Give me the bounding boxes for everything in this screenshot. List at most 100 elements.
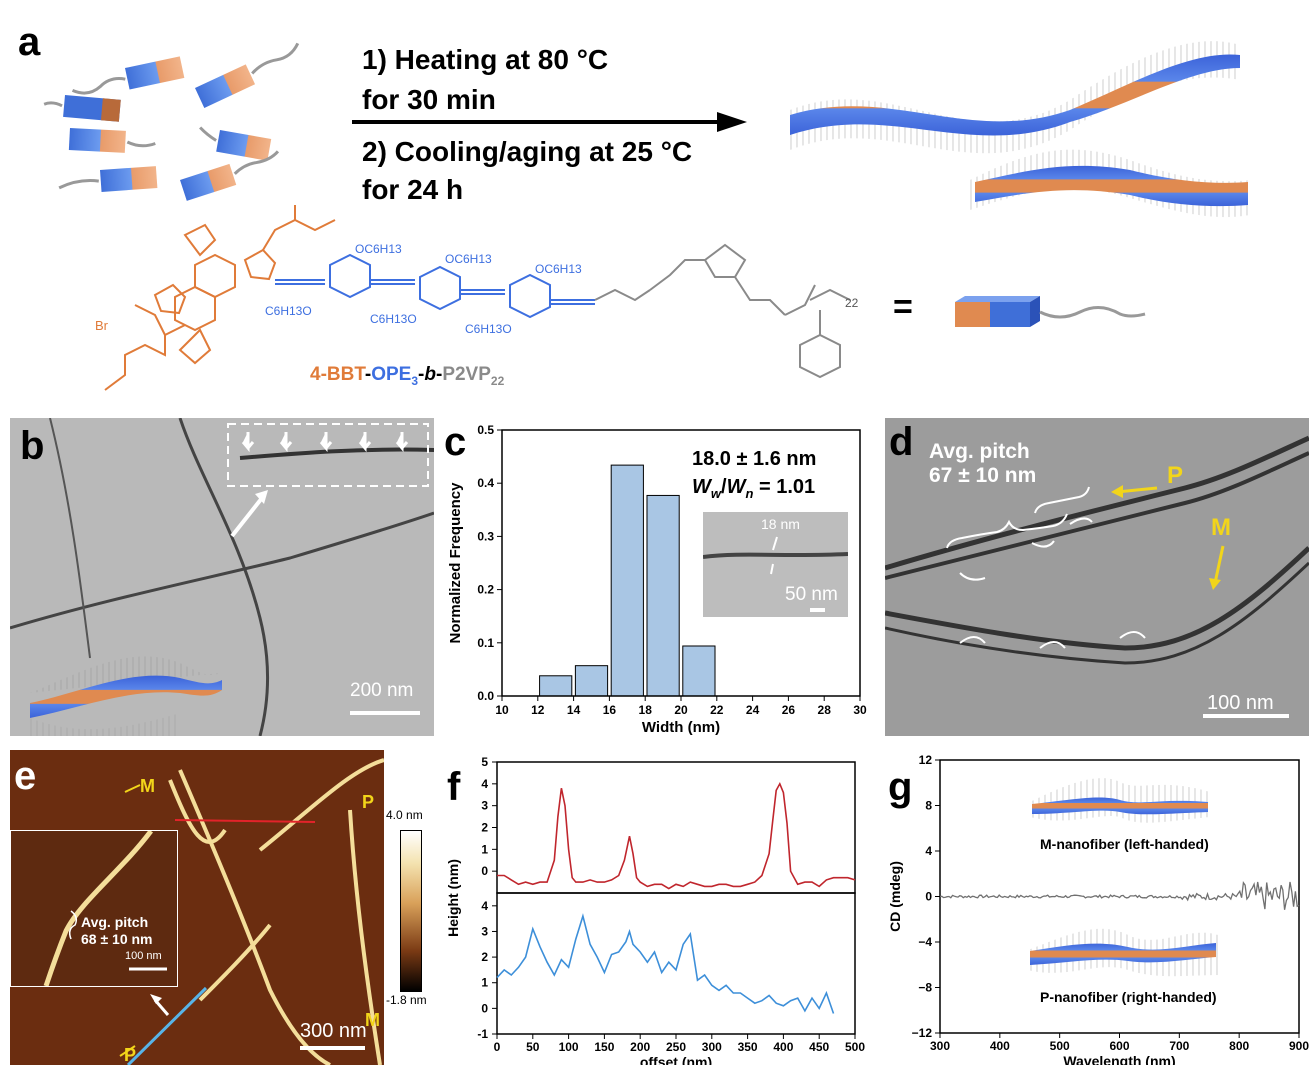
y-tick-label: 4 xyxy=(481,899,488,913)
molecule-structure: Br OC6H13 OC6H13 OC6H13 C6H13O C6H13O C6… xyxy=(95,205,859,391)
monomer-legend-icon xyxy=(955,296,1146,327)
y-tick-label: 0 xyxy=(481,864,488,878)
y-tick-label: 8 xyxy=(925,799,932,813)
step2-line1: 2) Cooling/aging at 25 °C xyxy=(362,136,693,167)
y-tick-label: 4 xyxy=(481,777,488,791)
y-tick-label: −8 xyxy=(918,981,932,995)
nanofiber xyxy=(258,758,384,852)
x-tick-label: 24 xyxy=(746,703,760,717)
y-axis-label: CD (mdeg) xyxy=(887,861,903,932)
x-tick-label: 12 xyxy=(531,703,545,717)
plot-frame xyxy=(496,892,856,1035)
rotation-arrows xyxy=(959,517,1146,649)
m-label-1: M xyxy=(140,776,155,796)
monomer-block xyxy=(68,128,156,153)
m-nanofiber-illustration xyxy=(1030,778,1210,823)
y-tick-label: 5 xyxy=(481,755,488,769)
cd-spectrum-chart: 300 400 500 600 700 800 900 −12 −8 −4 0 4 8 12 Wavelen… xyxy=(887,753,1309,1065)
x-tick-label: 10 xyxy=(495,703,509,717)
x-axis-label: Wavelength (nm) xyxy=(1063,1053,1175,1065)
scale-label-d: 100 nm xyxy=(1207,692,1274,714)
step1-line1: 1) Heating at 80 °C xyxy=(362,44,609,75)
nanofiber xyxy=(10,511,434,630)
inset-pitch-line2: 68 ± 10 nm xyxy=(81,931,153,947)
nanofiber xyxy=(885,435,1309,571)
panel-f-label: f xyxy=(447,765,461,809)
nanofiber xyxy=(703,552,848,559)
dispersity-stat: Ww/Wn = 1.01 xyxy=(692,476,816,501)
y-axis-label: Height (nm) xyxy=(445,859,461,937)
twisted-ribbons-illustration xyxy=(790,41,1250,218)
monomer-blocks-illustration xyxy=(43,42,300,201)
p-nanofiber-illustration xyxy=(1028,928,1218,977)
x-tick-label: 20 xyxy=(674,703,688,717)
p-arrow xyxy=(1116,486,1158,494)
histogram-chart: 10 12 14 16 18 20 22 24 26 28 30 0.0 0.1 0.2 0.3 0.4 0.5… xyxy=(447,423,867,736)
monomer-block xyxy=(43,95,121,122)
nanofiber xyxy=(43,831,153,986)
molecule-name: 4-BBT-OPE3-b-P2VP22 xyxy=(310,364,505,388)
nanofiber xyxy=(348,809,382,1065)
group-label: C6H13O xyxy=(265,304,312,318)
monomer-block xyxy=(71,56,185,95)
nanofiber xyxy=(168,779,227,844)
x-axis-label: offset (nm) xyxy=(640,1054,712,1065)
x-axis-label: Width (nm) xyxy=(642,719,720,736)
y-tick-label: -1 xyxy=(477,1027,488,1041)
x-tick-label: 16 xyxy=(603,703,617,717)
y-tick-label: 0.0 xyxy=(477,689,494,703)
y-tick-label: 3 xyxy=(481,924,488,938)
panel-e-label: e xyxy=(14,754,37,798)
histogram-bar xyxy=(539,675,573,697)
twisted-ribbon-small xyxy=(970,149,1250,218)
ribbon-illustration-b xyxy=(30,656,222,736)
y-tick-label: 0 xyxy=(925,890,932,904)
y-tick-label: 1 xyxy=(481,976,488,990)
group-label: OC6H13 xyxy=(445,252,492,266)
x-tick-label: 700 xyxy=(1169,1039,1189,1053)
height-profile-line-red xyxy=(174,819,316,823)
x-tick-label: 200 xyxy=(630,1040,650,1054)
x-tick-label: 0 xyxy=(494,1040,501,1054)
x-tick-label: 400 xyxy=(773,1040,793,1054)
height-profile-line-blue xyxy=(126,986,208,1065)
y-tick-label: 0.4 xyxy=(477,476,494,490)
y-tick-label: 0 xyxy=(481,1001,488,1015)
x-tick-label: 26 xyxy=(782,703,796,717)
series-line xyxy=(939,880,1300,910)
inset-width-label: 18 nm xyxy=(761,516,800,532)
afm-inset: Avg. pitch 68 ± 10 nm 100 nm xyxy=(10,830,178,987)
group-label: C6H13O xyxy=(465,322,512,336)
y-tick-label: 0.1 xyxy=(477,636,494,650)
group-label: C6H13O xyxy=(370,312,417,326)
y-tick-label: 12 xyxy=(919,753,933,767)
x-tick-label: 30 xyxy=(853,703,867,717)
panel-g-label: g xyxy=(888,765,913,809)
p-label-2: P xyxy=(124,1045,137,1065)
y-tick-label: −4 xyxy=(918,935,932,949)
monomer-block xyxy=(58,166,158,192)
height-profile-chart: 0 1 2 3 4 5 -1 0 1 2 3 4 0 50 100 150 200 250 300 350 400 450… xyxy=(445,755,865,1065)
nanofiber xyxy=(885,451,1309,580)
series-line xyxy=(497,781,856,890)
x-tick-label: 800 xyxy=(1229,1039,1249,1053)
histogram-bar xyxy=(646,494,680,697)
caption-m-nanofiber: M-nanofiber (left-handed) xyxy=(1040,836,1209,852)
panel-c-label: c xyxy=(444,420,467,464)
series-line xyxy=(496,913,835,1014)
x-tick-label: 150 xyxy=(594,1040,614,1054)
m-label-2: M xyxy=(365,1010,380,1030)
y-tick-label: −12 xyxy=(912,1026,933,1040)
twisted-ribbon-large xyxy=(790,41,1240,154)
nanofiber xyxy=(885,546,1309,651)
inset-scale-label-e: 100 nm xyxy=(125,950,162,962)
m-arrow xyxy=(124,784,141,793)
group-label: OC6H13 xyxy=(355,242,402,256)
reaction-arrow xyxy=(352,112,747,132)
equals-sign: = xyxy=(893,288,913,326)
y-tick-label: 4 xyxy=(925,844,932,858)
x-tick-label: 450 xyxy=(809,1040,829,1054)
monomer-block xyxy=(195,42,300,108)
histogram-bar xyxy=(574,665,609,697)
histogram-bar xyxy=(682,645,716,697)
